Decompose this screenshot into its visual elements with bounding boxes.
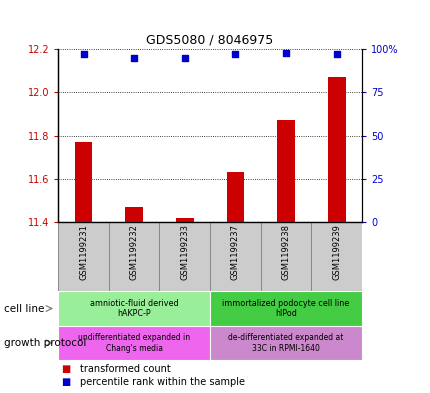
Bar <box>175 218 193 222</box>
Text: de-differentiated expanded at
33C in RPMI-1640: de-differentiated expanded at 33C in RPM… <box>228 333 343 353</box>
Point <box>80 51 87 57</box>
Text: amniotic-fluid derived
hAKPC-P: amniotic-fluid derived hAKPC-P <box>89 299 178 318</box>
Bar <box>310 222 361 291</box>
Bar <box>125 207 143 222</box>
Bar <box>159 222 210 291</box>
Text: GSM1199231: GSM1199231 <box>79 224 88 280</box>
Point <box>332 51 339 57</box>
Text: cell line: cell line <box>4 303 45 314</box>
Bar <box>210 326 361 360</box>
Bar <box>58 222 108 291</box>
Bar <box>210 222 260 291</box>
Bar <box>226 172 244 222</box>
Text: ■: ■ <box>62 377 75 387</box>
Bar <box>327 77 345 222</box>
Point <box>181 55 188 61</box>
Text: GSM1199238: GSM1199238 <box>281 224 290 280</box>
Text: GSM1199232: GSM1199232 <box>129 224 138 280</box>
Bar <box>276 121 294 222</box>
Bar <box>58 291 210 326</box>
Point <box>282 50 289 56</box>
Text: GSM1199237: GSM1199237 <box>230 224 240 280</box>
Bar <box>108 222 159 291</box>
Bar <box>58 326 210 360</box>
Bar <box>74 142 92 222</box>
Text: GSM1199233: GSM1199233 <box>180 224 189 280</box>
Text: GSM1199239: GSM1199239 <box>332 224 341 280</box>
Bar <box>210 291 361 326</box>
Point <box>130 55 137 61</box>
Text: growth protocol: growth protocol <box>4 338 86 348</box>
Point <box>231 51 238 57</box>
Text: undifferentiated expanded in
Chang's media: undifferentiated expanded in Chang's med… <box>78 333 190 353</box>
Title: GDS5080 / 8046975: GDS5080 / 8046975 <box>146 33 273 46</box>
Text: transformed count: transformed count <box>80 364 170 374</box>
Text: ■: ■ <box>62 364 75 374</box>
Bar <box>260 222 310 291</box>
Text: percentile rank within the sample: percentile rank within the sample <box>80 377 244 387</box>
Text: immortalized podocyte cell line
hIPod: immortalized podocyte cell line hIPod <box>222 299 349 318</box>
